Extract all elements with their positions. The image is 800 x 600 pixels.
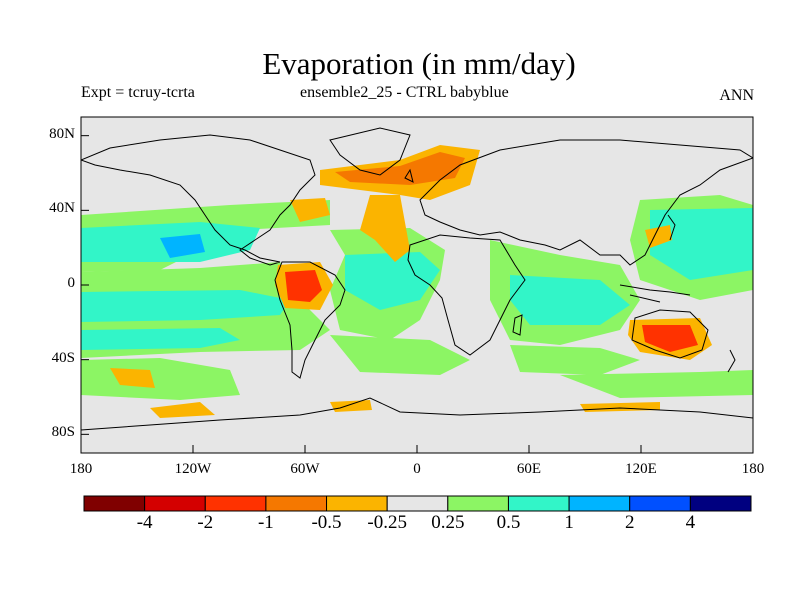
colorbar-box [83,495,146,512]
coastlines [81,127,753,431]
lat-tick-label: 0 [67,275,76,291]
lon-tick-label: 180 [741,461,765,477]
contour-teal-eastpacific [81,290,290,322]
contour-teal-southpacific [81,328,240,350]
contour-teal-indian [510,275,630,325]
contour-fills [81,145,753,418]
contour-teal-westpacific [650,208,753,280]
colorbar-box [568,495,631,512]
coast-new-zealand [727,349,736,373]
lat-tick-label: 80N [49,125,75,142]
colorbar-box [144,495,206,512]
coast-uk [404,168,414,183]
contour-green-southernocean [560,370,753,398]
contour-teal-atlantic [345,252,440,310]
colorbar-label: -2 [197,512,214,533]
coast-antarctica [81,397,753,431]
experiment-label: Expt = tcruy-tcrta [81,84,195,101]
contour-blue-pacific [160,234,205,258]
contour-orange-southatlantic [330,400,372,412]
colorbar-label: -0.5 [311,512,342,533]
contour-orange-southpacific [110,368,155,388]
colorbar-box [265,495,328,512]
colorbar-label: -0.25 [367,512,407,533]
lon-tick-label: 60E [516,461,542,477]
contour-red-australia [642,325,698,352]
coast-indonesia [619,284,691,303]
contour-orange-eastatlantic [360,195,410,262]
lat-tick-label: 80S [51,424,75,441]
colorbar-box [326,495,388,512]
season-label: ANN [719,87,754,104]
lon-tick-label: 0 [413,461,421,477]
coast-japan [667,214,676,241]
colorbar-label: 4 [685,512,696,533]
contour-red-amazon [285,270,322,302]
coast-madagascar [512,314,523,336]
contour-red-northatlantic [335,152,465,185]
coast-australia [631,309,709,359]
contour-orange-southernocean [150,402,215,418]
colorbar-label: 2 [624,512,635,533]
lon-tick-label: 120E [625,461,657,477]
colorbar-label: 0.5 [496,512,521,533]
coast-south-america [274,261,346,379]
colorbar-label: -1 [257,512,274,533]
lon-tick-label: 60W [290,461,320,477]
contour-orange-gulfstream [290,198,330,222]
colorbar-box [386,495,449,512]
lon-tick-label: 180 [69,461,93,477]
coast-greenland [329,127,411,176]
contour-green-southpacific [81,358,240,400]
map-title: Evaporation (in mm/day) [262,46,576,81]
coast-north-america [81,134,316,266]
lat-tick-label: 40S [51,349,75,366]
ensemble-label: ensemble2_25 - CTRL babyblue [300,84,509,101]
colorbar-label: 0.25 [431,512,465,533]
tick-marks [80,135,754,453]
colorbar-box [689,495,752,512]
colorbar-label: 1 [564,512,574,533]
lat-tick-label: 40N [49,200,75,217]
lon-tick-label: 120W [174,461,212,477]
contour-green-southindian [510,345,640,375]
colorbar-box [507,495,570,512]
colorbar-label: -4 [136,512,153,533]
coast-eurasia [419,139,753,266]
colorbar-box [629,495,691,512]
colorbar-box [204,495,267,512]
coast-africa [407,234,526,356]
colorbar-box [447,495,509,512]
contour-green-southatlantic [330,335,470,375]
